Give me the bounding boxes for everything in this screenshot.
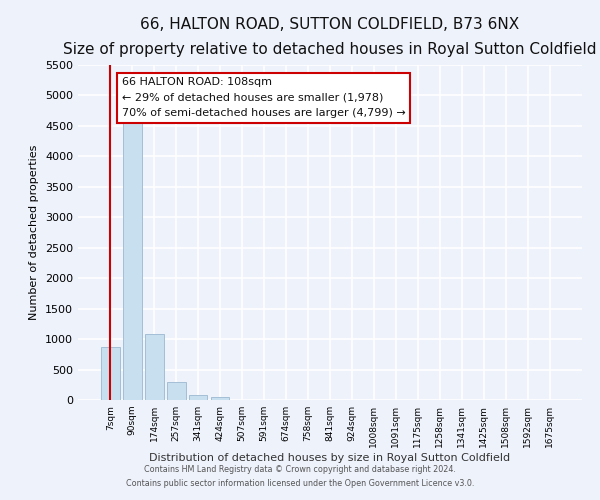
Text: Contains HM Land Registry data © Crown copyright and database right 2024.
Contai: Contains HM Land Registry data © Crown c… xyxy=(126,466,474,487)
Title: 66, HALTON ROAD, SUTTON COLDFIELD, B73 6NX
Size of property relative to detached: 66, HALTON ROAD, SUTTON COLDFIELD, B73 6… xyxy=(63,18,597,57)
Bar xyxy=(167,382,185,400)
Bar xyxy=(101,347,119,400)
Bar xyxy=(145,334,164,400)
Y-axis label: Number of detached properties: Number of detached properties xyxy=(29,145,40,320)
Bar xyxy=(189,394,208,400)
X-axis label: Distribution of detached houses by size in Royal Sutton Coldfield: Distribution of detached houses by size … xyxy=(149,452,511,462)
Bar xyxy=(123,120,142,400)
Bar xyxy=(211,397,229,400)
Text: 66 HALTON ROAD: 108sqm
← 29% of detached houses are smaller (1,978)
70% of semi-: 66 HALTON ROAD: 108sqm ← 29% of detached… xyxy=(122,77,406,118)
